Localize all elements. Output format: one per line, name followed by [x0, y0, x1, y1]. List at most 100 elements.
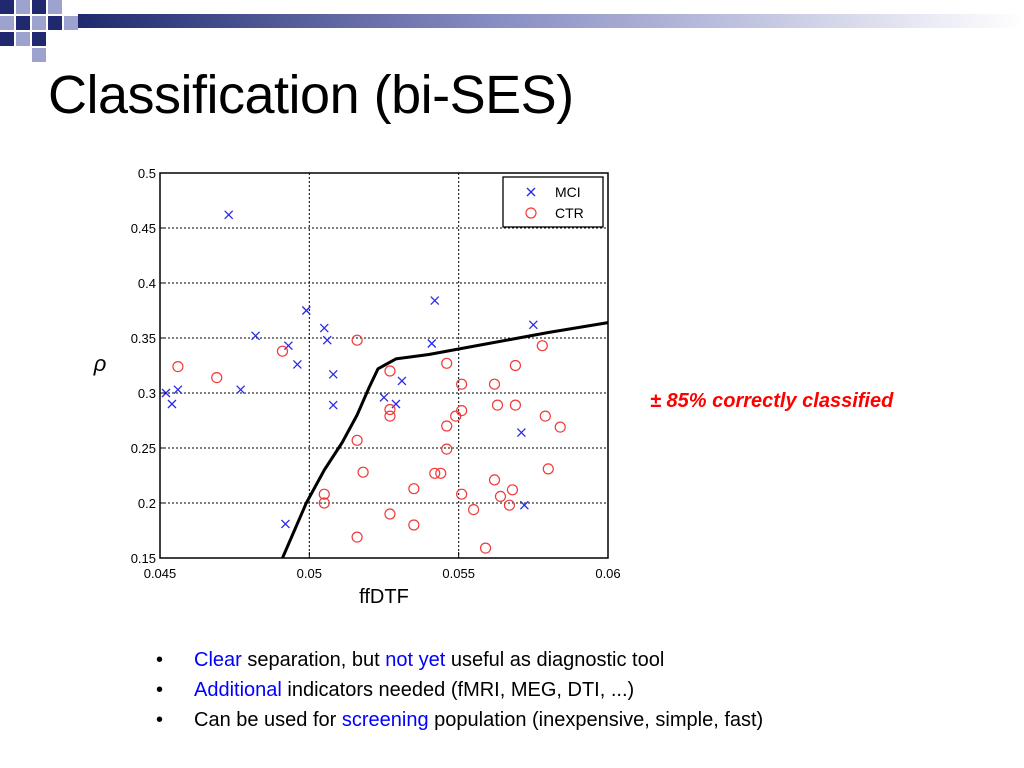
- mci-point: [430, 296, 440, 306]
- bullet-text: separation, but: [241, 649, 386, 671]
- legend-label-ctr: CTR: [555, 205, 584, 221]
- deco-square: [48, 16, 62, 30]
- ctr-point: [536, 340, 548, 352]
- ctr-point: [384, 365, 396, 377]
- deco-square: [32, 0, 46, 14]
- bullet-dot: •: [156, 679, 164, 701]
- legend-mci-marker: [526, 187, 536, 197]
- highlight-text: Additional: [194, 679, 282, 701]
- ctr-point: [468, 504, 480, 516]
- ctr-point: [441, 420, 453, 432]
- mci-point: [319, 323, 329, 333]
- mci-point: [322, 335, 332, 345]
- mci-point: [280, 519, 290, 529]
- deco-square: [16, 16, 30, 30]
- ctr-point: [408, 519, 420, 531]
- plot-frame: [159, 172, 609, 559]
- deco-square: [0, 16, 14, 30]
- ctr-point: [357, 466, 369, 478]
- axis-ticks: 0.045 0.05 0.055 0.06 0.15 0.2 0.25 0.3 0.35 0.4 0…: [131, 166, 621, 581]
- deco-square: [64, 16, 78, 30]
- slide-title: Classification (bi-SES): [48, 65, 574, 125]
- ctr-point: [539, 410, 551, 422]
- ctr-point: [503, 499, 516, 511]
- highlight-text: screening: [341, 709, 429, 731]
- legend-mci-symbol: [526, 187, 536, 197]
- ctr-point: [488, 378, 501, 390]
- ctr-point: [509, 399, 522, 411]
- y-tick-label: 0.2: [138, 496, 156, 511]
- mci-point: [391, 399, 401, 409]
- x-tick-label: 0.055: [442, 566, 475, 581]
- ctr-point: [172, 361, 184, 373]
- mci-point: [292, 359, 302, 369]
- ctr-point: [441, 443, 453, 455]
- ctr-point: [479, 542, 492, 554]
- ctr-point: [456, 405, 468, 417]
- deco-square: [16, 0, 30, 14]
- deco-square: [48, 0, 62, 14]
- ctr-point: [456, 488, 468, 500]
- ctr-point: [456, 378, 468, 390]
- mci-point: [328, 369, 338, 379]
- mci-point: [173, 385, 183, 395]
- ctr-point: [491, 399, 504, 411]
- accuracy-annotation: ± 85% correctly classified: [650, 390, 894, 412]
- mci-point: [427, 339, 437, 348]
- ctr-point: [384, 508, 396, 520]
- deco-square: [0, 32, 14, 46]
- bullet-item: • Clear separation, but not yet useful as…: [150, 645, 763, 675]
- ctr-point: [441, 357, 453, 369]
- grid-lines: [160, 173, 608, 558]
- deco-square: [0, 0, 14, 14]
- legend-box: [502, 176, 604, 228]
- ctr-point: [384, 410, 396, 422]
- ctr-point: [408, 483, 420, 495]
- ctr-point: [506, 484, 519, 496]
- ctr-point: [429, 467, 441, 479]
- bullet-text: useful as diagnostic tool: [445, 649, 665, 671]
- ctr-point: [211, 372, 223, 384]
- x-tick-label: 0.05: [297, 566, 322, 581]
- bullet-text: indicators needed (fMRI, MEG, DTI, ...): [281, 679, 635, 701]
- bullet-dot: •: [156, 709, 164, 731]
- y-tick-label: 0.15: [131, 551, 156, 566]
- y-tick-label: 0.5: [138, 166, 156, 181]
- y-tick-label: 0.3: [138, 386, 156, 401]
- y-tick-label: 0.4: [138, 276, 156, 291]
- bullet-dot: •: [156, 649, 164, 671]
- y-axis-label: ρ: [93, 351, 107, 376]
- mci-point: [379, 392, 389, 402]
- ctr-point: [276, 345, 289, 357]
- deco-square: [32, 16, 46, 30]
- ctr-point: [435, 467, 447, 479]
- legend-ctr-marker: [525, 207, 537, 219]
- mci-point: [283, 341, 293, 351]
- bullet-text: population (inexpensive, simple, fast): [428, 709, 764, 731]
- ctr-point: [554, 421, 566, 433]
- ctr-point: [351, 334, 363, 346]
- mci-point: [519, 500, 529, 510]
- deco-square: [32, 48, 46, 62]
- ctr-point: [318, 497, 330, 509]
- mci-point: [328, 400, 338, 410]
- deco-square: [16, 32, 30, 46]
- x-tick-label: 0.06: [595, 566, 620, 581]
- scatter-chart: 0.045 0.05 0.055 0.06 0.15 0.2 0.25 0.3 0.35 0.4 0…: [93, 166, 621, 608]
- header-gradient-band: [78, 14, 1024, 28]
- x-tick-label: 0.045: [144, 566, 177, 581]
- deco-square: [32, 32, 46, 46]
- ctr-point: [351, 434, 363, 446]
- mci-point: [167, 399, 177, 409]
- highlight-text: not yet: [385, 649, 446, 671]
- ctr-point: [384, 403, 396, 416]
- legend: MCI CTR: [502, 176, 604, 228]
- bullet-list: • Clear separation, but not yet useful as…: [150, 645, 763, 735]
- ctr-point: [542, 463, 554, 475]
- legend-ctr-symbol: [525, 207, 537, 219]
- legend-label-mci: MCI: [555, 184, 581, 200]
- mci-point: [528, 320, 538, 330]
- decision-boundary-line: [281, 321, 609, 559]
- mci-point: [301, 306, 311, 315]
- mci-point: [516, 428, 526, 438]
